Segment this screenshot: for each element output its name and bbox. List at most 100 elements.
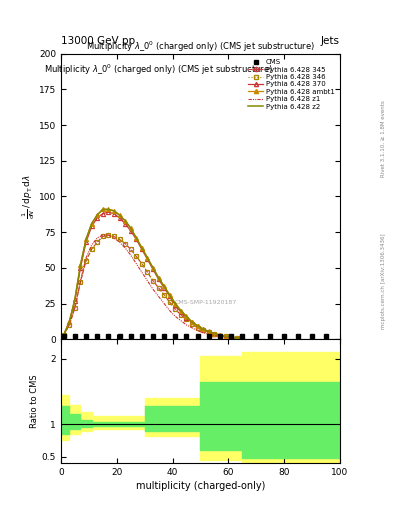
CMS [84,333,88,339]
Pythia 6.428 z2 [145,255,150,261]
Pythia 6.428 z1 [218,333,222,339]
Pythia 6.428 346 [123,241,127,247]
Pythia 6.428 z1 [67,322,72,328]
Pythia 6.428 346 [117,236,122,242]
Pythia 6.428 370 [61,332,66,338]
Pythia 6.428 z2 [195,323,200,329]
Pythia 6.428 z1 [61,332,66,338]
Pythia 6.428 345 [206,329,211,335]
CMS [140,333,144,339]
Pythia 6.428 z1 [84,255,88,261]
Pythia 6.428 370 [134,236,139,242]
Pythia 6.428 z1 [89,242,94,248]
Pythia 6.428 345 [178,312,183,318]
Pythia 6.428 370 [201,326,206,332]
Pythia 6.428 z2 [234,335,239,341]
Pythia 6.428 370 [106,209,111,215]
Pythia 6.428 370 [195,323,200,329]
CMS [240,333,244,339]
Pythia 6.428 370 [173,302,178,308]
Pythia 6.428 346 [101,233,105,240]
Pythia 6.428 346 [190,321,195,327]
Pythia 6.428 370 [78,265,83,271]
CMS [162,333,167,339]
Pythia 6.428 ambt1 [67,319,72,325]
Pythia 6.428 370 [84,239,88,245]
Pythia 6.428 346 [195,325,200,331]
Pythia 6.428 345 [134,253,139,260]
Pythia 6.428 z2 [212,330,217,336]
Pythia 6.428 ambt1 [173,301,178,307]
Pythia 6.428 345 [190,321,195,327]
Pythia 6.428 346 [223,333,228,339]
Pythia 6.428 z2 [123,218,127,224]
CMS [218,333,222,339]
Pythia 6.428 345 [128,246,133,252]
Pythia 6.428 ambt1 [134,235,139,241]
Pythia 6.428 346 [128,246,133,252]
Pythia 6.428 ambt1 [101,206,105,212]
Pythia 6.428 345 [162,292,167,298]
Line: Pythia 6.428 345: Pythia 6.428 345 [62,233,244,340]
Pythia 6.428 346 [167,299,172,305]
Pythia 6.428 370 [212,330,217,336]
Pythia 6.428 370 [95,215,99,221]
Pythia 6.428 345 [95,239,99,245]
Line: Pythia 6.428 346: Pythia 6.428 346 [62,233,244,340]
Pythia 6.428 345 [140,261,144,267]
Pythia 6.428 z2 [78,262,83,268]
Pythia 6.428 346 [61,332,66,338]
Pythia 6.428 ambt1 [218,332,222,338]
Pythia 6.428 z1 [234,335,239,342]
Pythia 6.428 z2 [167,292,172,298]
Pythia 6.428 ambt1 [89,221,94,227]
CMS [282,333,286,339]
Pythia 6.428 345 [234,335,239,341]
Pythia 6.428 346 [218,333,222,339]
Pythia 6.428 z2 [101,206,105,212]
Pythia 6.428 345 [73,305,77,311]
Legend: CMS, Pythia 6.428 345, Pythia 6.428 346, Pythia 6.428 370, Pythia 6.428 ambt1, P: CMS, Pythia 6.428 345, Pythia 6.428 346,… [246,57,336,112]
CMS [184,333,189,339]
Pythia 6.428 345 [145,269,150,275]
Pythia 6.428 z1 [128,252,133,258]
Title: Multiplicity $\lambda\_0^0$ (charged only) (CMS jet substructure): Multiplicity $\lambda\_0^0$ (charged onl… [86,39,315,54]
Pythia 6.428 346 [145,269,150,275]
Pythia 6.428 ambt1 [78,262,83,268]
Pythia 6.428 z1 [190,325,195,331]
Pythia 6.428 346 [201,327,206,333]
Pythia 6.428 345 [117,236,122,242]
Pythia 6.428 z1 [151,286,155,292]
Pythia 6.428 ambt1 [128,225,133,231]
Pythia 6.428 z1 [73,305,77,311]
CMS [117,333,122,339]
Pythia 6.428 345 [78,279,83,285]
Pythia 6.428 z2 [95,212,99,218]
Text: Multiplicity $\lambda\_0^0$ (charged only) (CMS jet substructure): Multiplicity $\lambda\_0^0$ (charged onl… [44,62,273,77]
Pythia 6.428 370 [218,332,222,338]
Pythia 6.428 z2 [173,301,178,307]
Pythia 6.428 z2 [162,283,167,289]
Pythia 6.428 z1 [162,301,167,307]
Pythia 6.428 ambt1 [184,313,189,319]
Pythia 6.428 z1 [95,235,99,241]
Pythia 6.428 z2 [151,265,155,271]
CMS [95,333,99,339]
Pythia 6.428 346 [206,329,211,335]
Pythia 6.428 345 [123,241,127,247]
Pythia 6.428 370 [145,256,150,262]
Pythia 6.428 346 [151,278,155,284]
Pythia 6.428 345 [229,334,233,340]
Pythia 6.428 ambt1 [151,265,155,271]
Pythia 6.428 ambt1 [95,212,99,218]
Pythia 6.428 345 [201,327,206,333]
Pythia 6.428 ambt1 [167,292,172,298]
Pythia 6.428 ambt1 [195,323,200,329]
CMS [254,333,259,339]
Pythia 6.428 z2 [67,319,72,325]
Pythia 6.428 346 [212,331,217,337]
CMS [61,333,66,339]
Line: Pythia 6.428 z2: Pythia 6.428 z2 [64,209,242,338]
Y-axis label: $\frac{1}{\mathrm{d}N}\,/\,\mathrm{d}p_\mathrm{T}\,\mathrm{d}\lambda$: $\frac{1}{\mathrm{d}N}\,/\,\mathrm{d}p_\… [21,174,37,219]
Pythia 6.428 370 [178,309,183,315]
